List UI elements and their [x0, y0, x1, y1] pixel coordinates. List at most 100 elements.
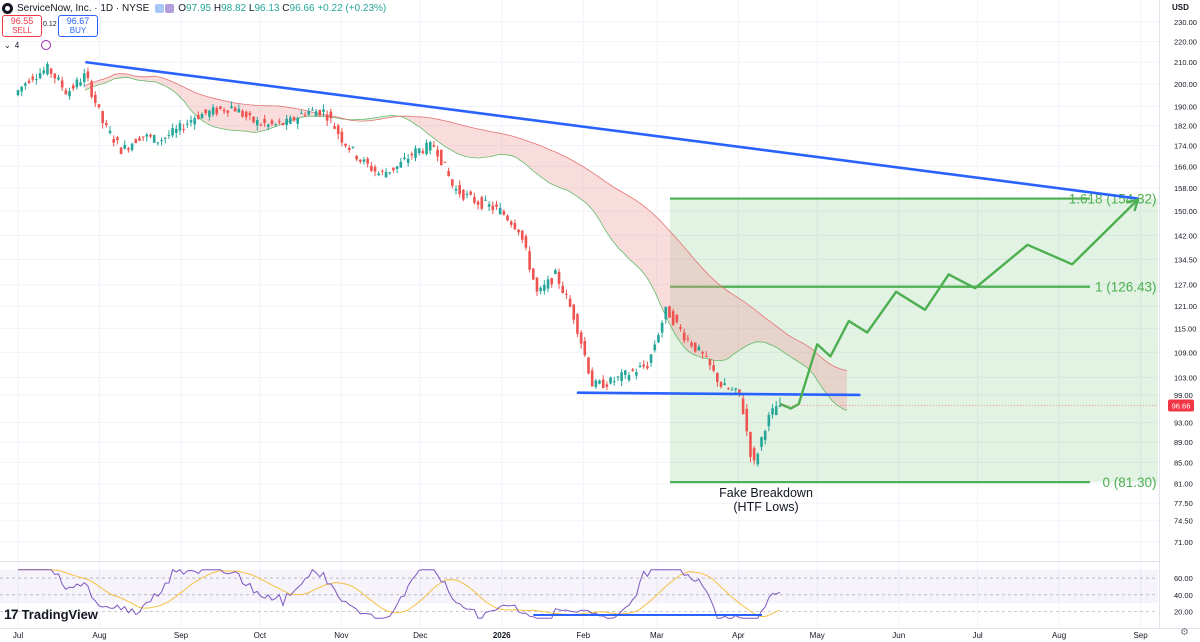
candle-body: [186, 123, 189, 125]
cloud-segment: [765, 318, 770, 345]
candle-body: [303, 114, 307, 116]
price-tick-label: 150.00: [1174, 207, 1197, 216]
candle-body: [716, 372, 719, 383]
candle-body: [388, 172, 392, 174]
candle-body: [738, 389, 741, 394]
cloud-segment: [556, 152, 560, 188]
eye-icon: [155, 3, 165, 13]
candle-body: [749, 431, 752, 457]
candle-body: [381, 170, 384, 172]
price-tick-label: 121.00: [1174, 302, 1197, 311]
currency-label[interactable]: USD: [1172, 3, 1189, 12]
cloud-segment: [681, 243, 685, 348]
candle-body: [86, 71, 90, 79]
candle-body: [579, 332, 583, 344]
cloud-segment: [140, 76, 144, 81]
candle-body: [296, 118, 300, 124]
cloud-segment: [740, 299, 744, 350]
cloud-segment: [607, 183, 612, 240]
candle-body: [635, 372, 638, 376]
candle-body: [145, 134, 149, 137]
ohlc-item: C96.66: [282, 3, 317, 14]
symbol-header[interactable]: ServiceNow, Inc. · 1D · NYSE O97.95 H98.…: [0, 0, 386, 16]
candle-body: [565, 293, 568, 295]
candle-body: [498, 207, 502, 215]
cloud-segment: [92, 81, 96, 87]
chart-labels: Fake Breakdown(HTF Lows): [719, 486, 813, 514]
candle-body: [543, 284, 546, 291]
candle-body: [502, 211, 506, 215]
candle-body: [657, 335, 660, 343]
buy-button[interactable]: 96.67 BUY: [58, 15, 98, 37]
cloud-segment: [497, 132, 501, 155]
cloud-segment: [511, 136, 516, 158]
cloud-segment: [545, 147, 549, 183]
cloud-segment: [729, 292, 733, 358]
candle-body: [550, 278, 553, 285]
candle-body: [454, 189, 458, 191]
candle-body: [513, 223, 517, 230]
chevron-down-icon[interactable]: ⌄: [4, 40, 11, 50]
candle-body: [105, 122, 108, 126]
rsi-tick-label: 60.00: [1174, 574, 1193, 583]
price-axis[interactable]: 230.00 220.00 210.00 200.00 190.00 182.00 174.…: [1159, 0, 1200, 642]
candle-body: [108, 130, 112, 134]
candle-body: [359, 159, 362, 162]
time-axis[interactable]: Jul Aug Sep Oct Nov Dec 2026 Feb Mar Apr May Jun Jul…: [0, 628, 1200, 641]
cloud-segment: [567, 157, 571, 193]
candle-body: [244, 111, 248, 118]
cloud-segment: [217, 99, 222, 129]
symbol-title[interactable]: ServiceNow, Inc. · 1D · NYSE: [17, 2, 150, 14]
candle-body: [594, 380, 598, 387]
candle-body: [222, 109, 226, 112]
candle-body: [425, 142, 428, 155]
candle-body: [528, 251, 531, 270]
cloud-segment: [96, 80, 100, 86]
candle-body: [307, 110, 311, 115]
gear-icon[interactable]: ⚙: [1180, 627, 1189, 638]
cloud-segment: [747, 304, 752, 346]
candle-body: [160, 140, 163, 142]
candle-body: [230, 106, 233, 109]
tradingview-logo: 17 TradingView: [4, 606, 98, 622]
candle-body: [704, 356, 708, 358]
candle-body: [627, 375, 631, 381]
price-tick-label: 166.00: [1174, 162, 1197, 171]
cloud-segment: [677, 239, 682, 344]
candle-body: [447, 171, 450, 177]
cloud-segment: [309, 111, 314, 117]
cloud-segment: [136, 76, 141, 81]
drawings[interactable]: [85, 60, 1158, 410]
candle-body: [686, 338, 690, 340]
cloud-segment: [802, 343, 807, 367]
cloud-segment: [449, 121, 454, 152]
cloud-segment: [666, 227, 671, 326]
fib-level-label: 0 (81.30) •: [1102, 475, 1165, 490]
candle-body: [491, 205, 495, 211]
candle-body: [138, 137, 141, 141]
cloud-segment: [824, 360, 829, 397]
candle-body: [771, 408, 774, 415]
time-tick-label: Sep: [1133, 631, 1148, 640]
candle-body: [325, 114, 329, 121]
candle-body: [289, 117, 292, 124]
candle-body: [141, 136, 145, 138]
candle-body: [300, 113, 303, 115]
sell-button[interactable]: 96.55 SELL: [2, 15, 42, 37]
candle-body: [340, 131, 344, 143]
cloud-segment: [530, 142, 534, 172]
ohlc-value: +0.22 (+0.23%): [317, 2, 387, 14]
candle-body: [778, 405, 782, 407]
cloud-segment: [143, 76, 148, 82]
cloud-segment: [423, 117, 428, 134]
cloud-segment: [596, 175, 601, 222]
cloud-segment: [673, 235, 678, 339]
price-tick-label: 174.00: [1174, 141, 1197, 150]
price-tick-label: 210.00: [1174, 58, 1197, 67]
indicator-settings-icon[interactable]: [41, 40, 52, 50]
cloud-segment: [258, 105, 262, 132]
indicator-toggle[interactable]: ⌄ 4: [4, 40, 52, 50]
cloud-segment: [710, 276, 715, 361]
cloud-segment: [408, 116, 413, 123]
